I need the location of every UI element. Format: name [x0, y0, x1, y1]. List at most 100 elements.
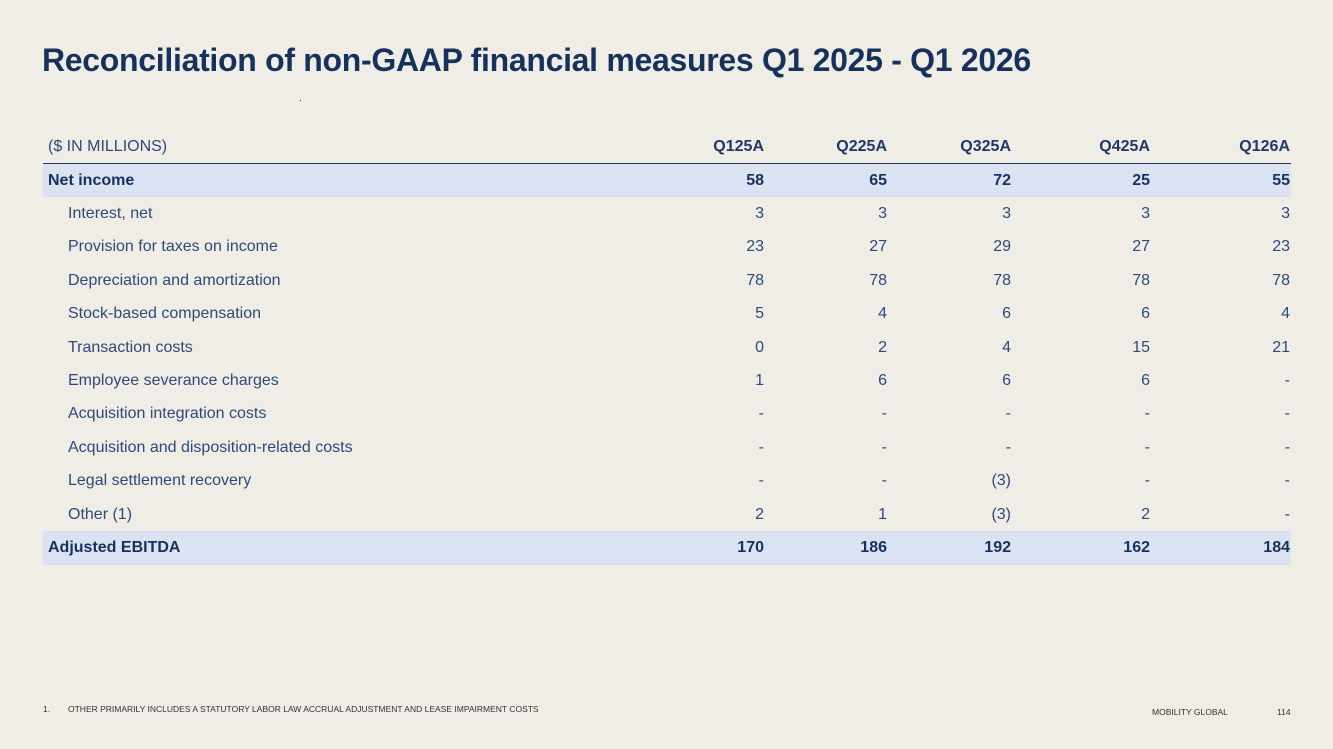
page-title: Reconciliation of non-GAAP financial mea…	[42, 42, 1031, 78]
table-cell: -	[881, 438, 887, 456]
table-cell: 186	[860, 538, 887, 556]
table-cell: -	[1284, 405, 1290, 423]
table-cell: 29	[993, 238, 1011, 256]
row-label: Net income	[48, 171, 135, 189]
row-label: Interest, net	[68, 205, 153, 223]
table-row: Interest, net 3 3 3 3 3	[43, 197, 1291, 230]
brand-name: MOBILITY GLOBAL	[1152, 707, 1228, 717]
table-cell: 192	[984, 538, 1011, 556]
table-cell: 78	[869, 271, 887, 289]
table-body: Net income 58 65 72 25 55 Interest, net 3 3 3 3 3 Pr…	[43, 164, 1291, 565]
table-cell: -	[881, 472, 887, 490]
table-row: Acquisition and disposition-related cost…	[43, 431, 1291, 464]
row-label: Adjusted EBITDA	[48, 538, 181, 556]
reconciliation-table: ($ IN MILLIONS) Q125A Q225A Q325A Q425A …	[43, 130, 1291, 565]
table-cell: 6	[1002, 305, 1011, 323]
footnote-number: 1.	[43, 704, 51, 714]
table-cell: 6	[878, 372, 887, 390]
table-cell: 78	[1272, 271, 1290, 289]
table-cell: 2	[1141, 505, 1150, 523]
table-row: Adjusted EBITDA 170 186 192 162 184	[43, 531, 1291, 565]
table-row: Depreciation and amortization 78 78 78 78 78	[43, 264, 1291, 297]
table-header-row: ($ IN MILLIONS) Q125A Q225A Q325A Q425A …	[43, 130, 1291, 164]
table-cell: -	[1144, 438, 1150, 456]
table-cell: 4	[1002, 338, 1011, 356]
column-header: Q225A	[836, 137, 887, 155]
table-cell: 3	[878, 205, 887, 223]
table-cell: (3)	[991, 505, 1011, 523]
row-label: Legal settlement recovery	[68, 472, 252, 490]
table-cell: 23	[1272, 238, 1290, 256]
table-row: Provision for taxes on income 23 27 29 27 23	[43, 231, 1291, 264]
table-cell: 2	[878, 338, 887, 356]
row-label: Acquisition and disposition-related cost…	[68, 438, 353, 456]
table-cell: -	[1144, 405, 1150, 423]
row-label: Depreciation and amortization	[68, 271, 281, 289]
row-label: Stock-based compensation	[68, 305, 261, 323]
table-cell: 65	[869, 171, 887, 189]
table-cell: 55	[1272, 171, 1290, 189]
table-cell: 3	[1281, 205, 1290, 223]
table-cell: -	[758, 405, 764, 423]
unit-label: ($ IN MILLIONS)	[48, 137, 168, 155]
table-row: Employee severance charges 1 6 6 6 -	[43, 364, 1291, 397]
table-cell: -	[1284, 472, 1290, 490]
table-cell: 3	[1002, 205, 1011, 223]
footnote: 1. OTHER PRIMARILY INCLUDES A STATUTORY L…	[43, 704, 539, 714]
table-cell: 21	[1272, 338, 1290, 356]
row-label: Acquisition integration costs	[68, 405, 267, 423]
table-cell: 4	[878, 305, 887, 323]
row-label: Other (1)	[68, 505, 133, 523]
table-cell: 78	[746, 271, 764, 289]
row-label: Employee severance charges	[68, 372, 279, 390]
table-cell: 3	[1141, 205, 1150, 223]
table-cell: -	[1284, 372, 1290, 390]
table-cell: 27	[869, 238, 887, 256]
table-cell: 4	[1281, 305, 1290, 323]
table-cell: 25	[1132, 171, 1150, 189]
table-cell: 78	[1132, 271, 1150, 289]
table-cell: 23	[746, 238, 764, 256]
table-cell: 15	[1132, 338, 1150, 356]
stray-dot	[300, 100, 301, 101]
column-header: Q325A	[960, 137, 1011, 155]
column-header: Q125A	[713, 137, 764, 155]
table-cell: (3)	[991, 472, 1011, 490]
table-cell: 6	[1002, 372, 1011, 390]
table-cell: -	[758, 472, 764, 490]
table-cell: 6	[1141, 305, 1150, 323]
table-row: Transaction costs 0 2 4 15 21	[43, 331, 1291, 364]
table-cell: -	[1284, 438, 1290, 456]
table-row: Net income 58 65 72 25 55	[43, 164, 1291, 198]
row-label: Provision for taxes on income	[68, 238, 278, 256]
table-cell: 3	[755, 205, 764, 223]
table-row: Stock-based compensation 5 4 6 6 4	[43, 298, 1291, 331]
table-cell: 1	[755, 372, 764, 390]
table-cell: -	[1144, 472, 1150, 490]
table-cell: 72	[993, 171, 1011, 189]
table-cell: 170	[737, 538, 764, 556]
table-row: Other (1) 2 1 (3) 2 -	[43, 498, 1291, 531]
table-cell: 0	[755, 338, 764, 356]
table-cell: -	[758, 438, 764, 456]
table-cell: -	[881, 405, 887, 423]
table-cell: -	[1005, 438, 1011, 456]
table-cell: 78	[993, 271, 1011, 289]
table-cell: 58	[746, 171, 764, 189]
table-cell: 5	[755, 305, 764, 323]
page-number: 114	[1277, 707, 1291, 717]
column-header: Q425A	[1099, 137, 1150, 155]
table-cell: -	[1005, 405, 1011, 423]
table-row: Legal settlement recovery - - (3) - -	[43, 465, 1291, 498]
table-cell: 2	[755, 505, 764, 523]
table-cell: 184	[1263, 538, 1290, 556]
table-cell: 27	[1132, 238, 1150, 256]
table-row: Acquisition integration costs - - - - -	[43, 398, 1291, 431]
footnote-text: OTHER PRIMARILY INCLUDES A STATUTORY LAB…	[68, 704, 539, 714]
table-cell: 1	[878, 505, 887, 523]
table-cell: 6	[1141, 372, 1150, 390]
column-header: Q126A	[1239, 137, 1290, 155]
table-cell: -	[1284, 505, 1290, 523]
row-label: Transaction costs	[68, 338, 193, 356]
table-cell: 162	[1123, 538, 1150, 556]
